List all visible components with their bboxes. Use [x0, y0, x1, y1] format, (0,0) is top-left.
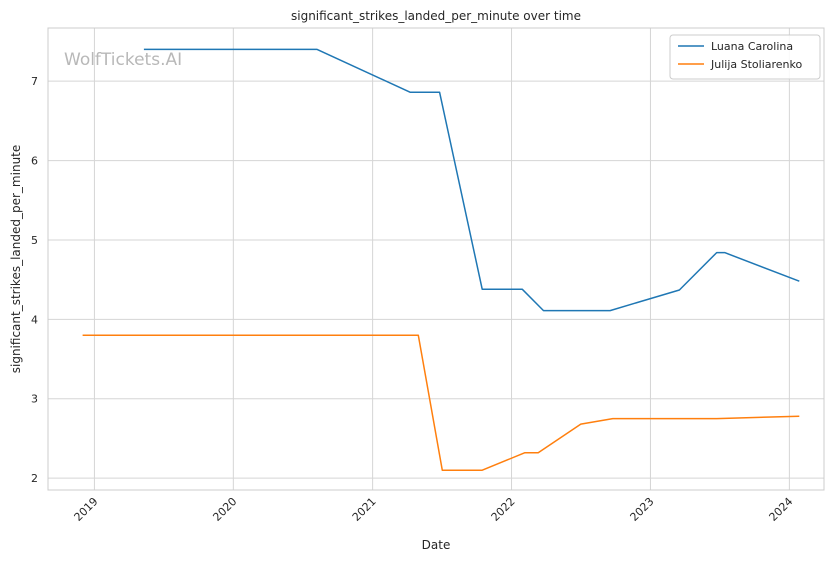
y-tick-label: 3 — [31, 393, 38, 406]
plot-frame — [47, 27, 825, 491]
y-tick-label: 4 — [31, 313, 38, 326]
legend: Luana Carolina Julija Stoliarenko — [669, 34, 821, 80]
watermark: WolfTickets.AI — [64, 50, 182, 70]
y-tick-label: 2 — [31, 472, 38, 485]
legend-label-luana-carolina: Luana Carolina — [711, 40, 793, 53]
legend-label-julija-stoliarenko: Julija Stoliarenko — [710, 58, 802, 71]
plot-background — [48, 28, 824, 490]
series-line-julija-stoliarenko — [82, 334, 800, 471]
x-axis-title: Date — [422, 538, 451, 552]
chart-title: significant_strikes_landed_per_minute ov… — [291, 9, 581, 23]
series-line-luana-carolina — [143, 48, 800, 312]
legend-box — [669, 34, 821, 80]
y-axis-title: significant_strikes_landed_per_minute — [9, 145, 23, 374]
y-tick-label: 6 — [31, 155, 38, 168]
y-tick-label: 7 — [31, 75, 38, 88]
y-tick-label: 5 — [31, 234, 38, 247]
